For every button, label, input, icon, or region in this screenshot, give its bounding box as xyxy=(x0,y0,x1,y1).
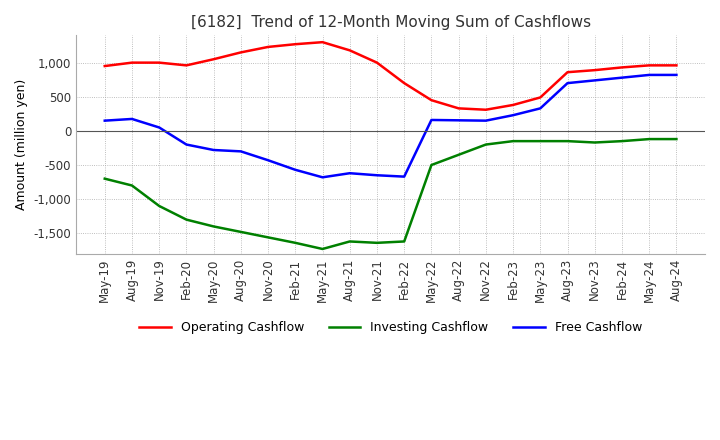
Investing Cashflow xyxy=(100,176,109,181)
Operating Cashflow xyxy=(264,44,272,50)
Operating Cashflow xyxy=(182,63,191,68)
Investing Cashflow xyxy=(210,224,218,229)
Free Cashflow xyxy=(155,125,163,130)
Free Cashflow xyxy=(536,106,544,111)
Free Cashflow xyxy=(237,149,246,154)
Free Cashflow xyxy=(346,171,354,176)
Operating Cashflow xyxy=(155,60,163,65)
Investing Cashflow xyxy=(536,139,544,144)
Investing Cashflow xyxy=(482,142,490,147)
Free Cashflow xyxy=(400,174,408,179)
Investing Cashflow xyxy=(509,139,518,144)
Operating Cashflow xyxy=(210,57,218,62)
Investing Cashflow xyxy=(182,217,191,222)
Free Cashflow xyxy=(482,118,490,123)
Free Cashflow xyxy=(454,117,463,123)
Operating Cashflow xyxy=(346,48,354,53)
Y-axis label: Amount (million yen): Amount (million yen) xyxy=(15,79,28,210)
Operating Cashflow xyxy=(482,107,490,112)
Line: Operating Cashflow: Operating Cashflow xyxy=(104,42,676,110)
Investing Cashflow xyxy=(618,139,626,144)
Investing Cashflow xyxy=(563,139,572,144)
Investing Cashflow xyxy=(454,152,463,158)
Title: [6182]  Trend of 12-Month Moving Sum of Cashflows: [6182] Trend of 12-Month Moving Sum of C… xyxy=(191,15,590,30)
Investing Cashflow xyxy=(590,140,599,145)
Operating Cashflow xyxy=(373,60,382,65)
Operating Cashflow xyxy=(100,63,109,69)
Free Cashflow xyxy=(373,172,382,178)
Investing Cashflow xyxy=(672,136,680,142)
Investing Cashflow xyxy=(346,239,354,244)
Investing Cashflow xyxy=(400,239,408,244)
Operating Cashflow xyxy=(509,103,518,108)
Free Cashflow xyxy=(100,118,109,123)
Investing Cashflow xyxy=(155,203,163,209)
Investing Cashflow xyxy=(427,162,436,168)
Free Cashflow xyxy=(618,75,626,80)
Operating Cashflow xyxy=(427,98,436,103)
Free Cashflow xyxy=(182,142,191,147)
Operating Cashflow xyxy=(400,81,408,86)
Line: Investing Cashflow: Investing Cashflow xyxy=(104,139,676,249)
Line: Free Cashflow: Free Cashflow xyxy=(104,75,676,177)
Investing Cashflow xyxy=(291,240,300,246)
Investing Cashflow xyxy=(373,240,382,246)
Investing Cashflow xyxy=(237,229,246,235)
Operating Cashflow xyxy=(590,67,599,73)
Free Cashflow xyxy=(645,72,654,77)
Operating Cashflow xyxy=(237,50,246,55)
Free Cashflow xyxy=(672,72,680,77)
Investing Cashflow xyxy=(645,136,654,142)
Free Cashflow xyxy=(563,81,572,86)
Investing Cashflow xyxy=(127,183,136,188)
Free Cashflow xyxy=(210,147,218,153)
Operating Cashflow xyxy=(563,70,572,75)
Free Cashflow xyxy=(509,113,518,118)
Legend: Operating Cashflow, Investing Cashflow, Free Cashflow: Operating Cashflow, Investing Cashflow, … xyxy=(134,316,647,339)
Operating Cashflow xyxy=(536,95,544,100)
Investing Cashflow xyxy=(318,246,327,252)
Free Cashflow xyxy=(264,158,272,163)
Operating Cashflow xyxy=(645,63,654,68)
Free Cashflow xyxy=(291,167,300,172)
Investing Cashflow xyxy=(264,235,272,240)
Operating Cashflow xyxy=(318,40,327,45)
Free Cashflow xyxy=(127,116,136,121)
Operating Cashflow xyxy=(127,60,136,65)
Operating Cashflow xyxy=(618,65,626,70)
Free Cashflow xyxy=(318,175,327,180)
Operating Cashflow xyxy=(672,63,680,68)
Free Cashflow xyxy=(590,78,599,83)
Free Cashflow xyxy=(427,117,436,123)
Operating Cashflow xyxy=(291,41,300,47)
Operating Cashflow xyxy=(454,106,463,111)
